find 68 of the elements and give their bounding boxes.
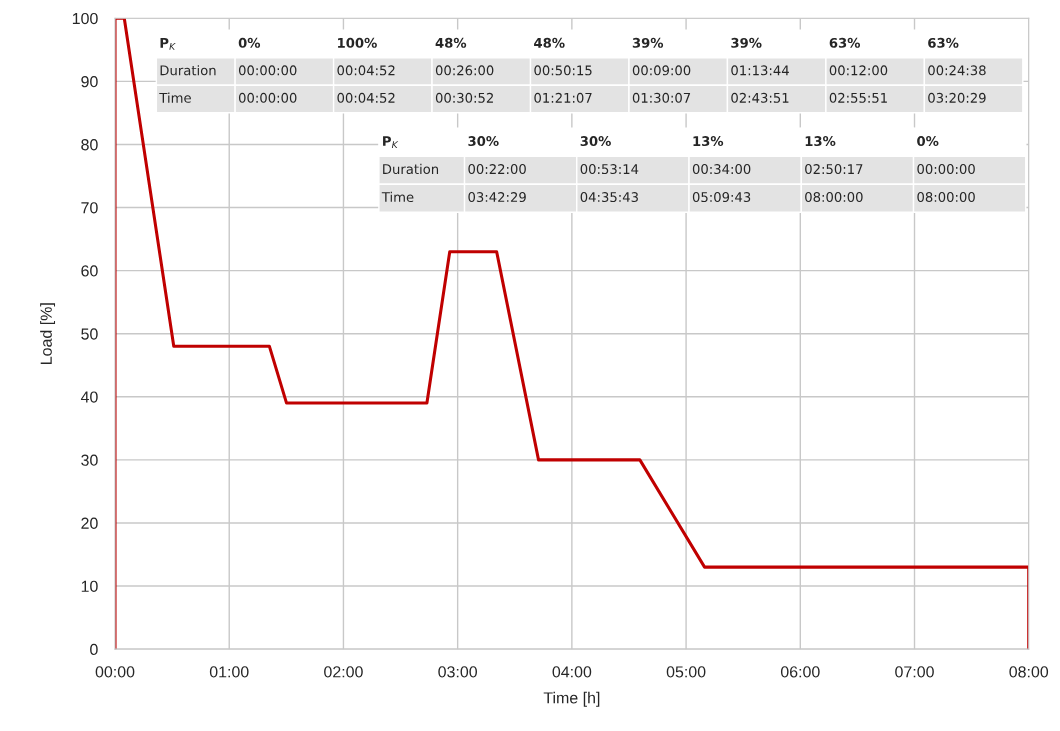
annotation: Duration xyxy=(383,163,439,175)
annotation: 00:12:00 xyxy=(829,65,888,76)
annotation: 00:22:00 xyxy=(468,164,526,175)
y-tick-label: 20 xyxy=(81,517,98,529)
annotation: 100% xyxy=(338,37,377,48)
annotation: 02:55:51 xyxy=(829,92,887,103)
x-tick-label: 07:00 xyxy=(895,666,934,678)
annotation: 01:30:07 xyxy=(632,92,691,103)
y-tick-label: 70 xyxy=(81,202,98,214)
annotation: 30% xyxy=(580,136,611,147)
annotation: 00:04:52 xyxy=(337,92,395,103)
y-tick-label: 80 xyxy=(81,139,98,151)
annotation: 02:50:17 xyxy=(805,164,863,175)
annotation: 01:13:44 xyxy=(731,65,789,76)
y-tick-label: 10 xyxy=(81,580,98,592)
annotation: 63% xyxy=(829,37,861,48)
x-tick-label: 00:00 xyxy=(95,666,135,678)
annotation: 39% xyxy=(731,37,762,48)
annotation: 00:00:00 xyxy=(238,65,297,76)
annotation: 00:24:38 xyxy=(928,65,986,76)
annotation: 63% xyxy=(928,37,959,48)
x-tick-label: 06:00 xyxy=(780,666,820,678)
annotation: 0% xyxy=(238,37,261,48)
y-tick-label: 90 xyxy=(81,75,98,88)
annotation: Duration xyxy=(160,65,216,76)
annotation: 00:53:14 xyxy=(580,164,639,175)
annotation: 00:34:00 xyxy=(692,164,751,175)
annotation: 13% xyxy=(693,136,724,147)
y-tick-label: 30 xyxy=(81,454,98,466)
annotation: 00:00:00 xyxy=(917,164,975,175)
annotation: 03:20:29 xyxy=(928,92,986,103)
annotation: 48% xyxy=(435,37,467,48)
annotation: 0% xyxy=(917,136,939,147)
y-axis-title: Load [%] xyxy=(40,303,56,364)
annotation: 00:30:52 xyxy=(435,92,493,103)
annotation: 00:26:00 xyxy=(435,65,494,76)
annotation: 02:43:51 xyxy=(731,92,789,103)
annotation: 01:21:07 xyxy=(534,92,592,103)
line-series xyxy=(115,18,1029,650)
y-tick-label: 40 xyxy=(80,391,98,403)
x-tick-label: 08:00 xyxy=(1009,666,1049,678)
annotation: 48% xyxy=(534,37,565,48)
annotation: 00:09:00 xyxy=(632,65,691,76)
y-tick-label: 50 xyxy=(81,328,98,340)
annotation: 30% xyxy=(468,136,499,147)
annotation: P$_{K}$ xyxy=(383,136,399,149)
annotation: Time xyxy=(381,191,414,203)
y-tick-label: 0 xyxy=(90,643,98,656)
annotation: 05:09:43 xyxy=(692,192,751,203)
x-tick-label: 04:00 xyxy=(552,666,592,678)
annotation: 08:00:00 xyxy=(805,192,863,203)
x-axis-title: Time [h] xyxy=(543,691,600,707)
annotation: 03:42:29 xyxy=(468,192,526,203)
x-tick-label: 03:00 xyxy=(438,666,478,678)
annotation: 08:00:00 xyxy=(917,192,975,203)
y-tick-label: 60 xyxy=(81,265,98,277)
annotation: 39% xyxy=(632,37,664,48)
annotation: 00:00:00 xyxy=(238,92,297,103)
annotation: 13% xyxy=(805,136,836,147)
y-tick-label: 100 xyxy=(72,12,98,25)
annotation: P$_{K}$ xyxy=(160,38,176,50)
x-tick-label: 05:00 xyxy=(666,666,706,678)
annotation: 00:50:15 xyxy=(534,65,592,76)
annotation: Time xyxy=(159,92,191,103)
annotation: 00:04:52 xyxy=(337,65,395,76)
x-tick-label: 01:00 xyxy=(209,666,249,678)
x-tick-label: 02:00 xyxy=(324,666,363,678)
annotation: 04:35:43 xyxy=(580,192,638,203)
